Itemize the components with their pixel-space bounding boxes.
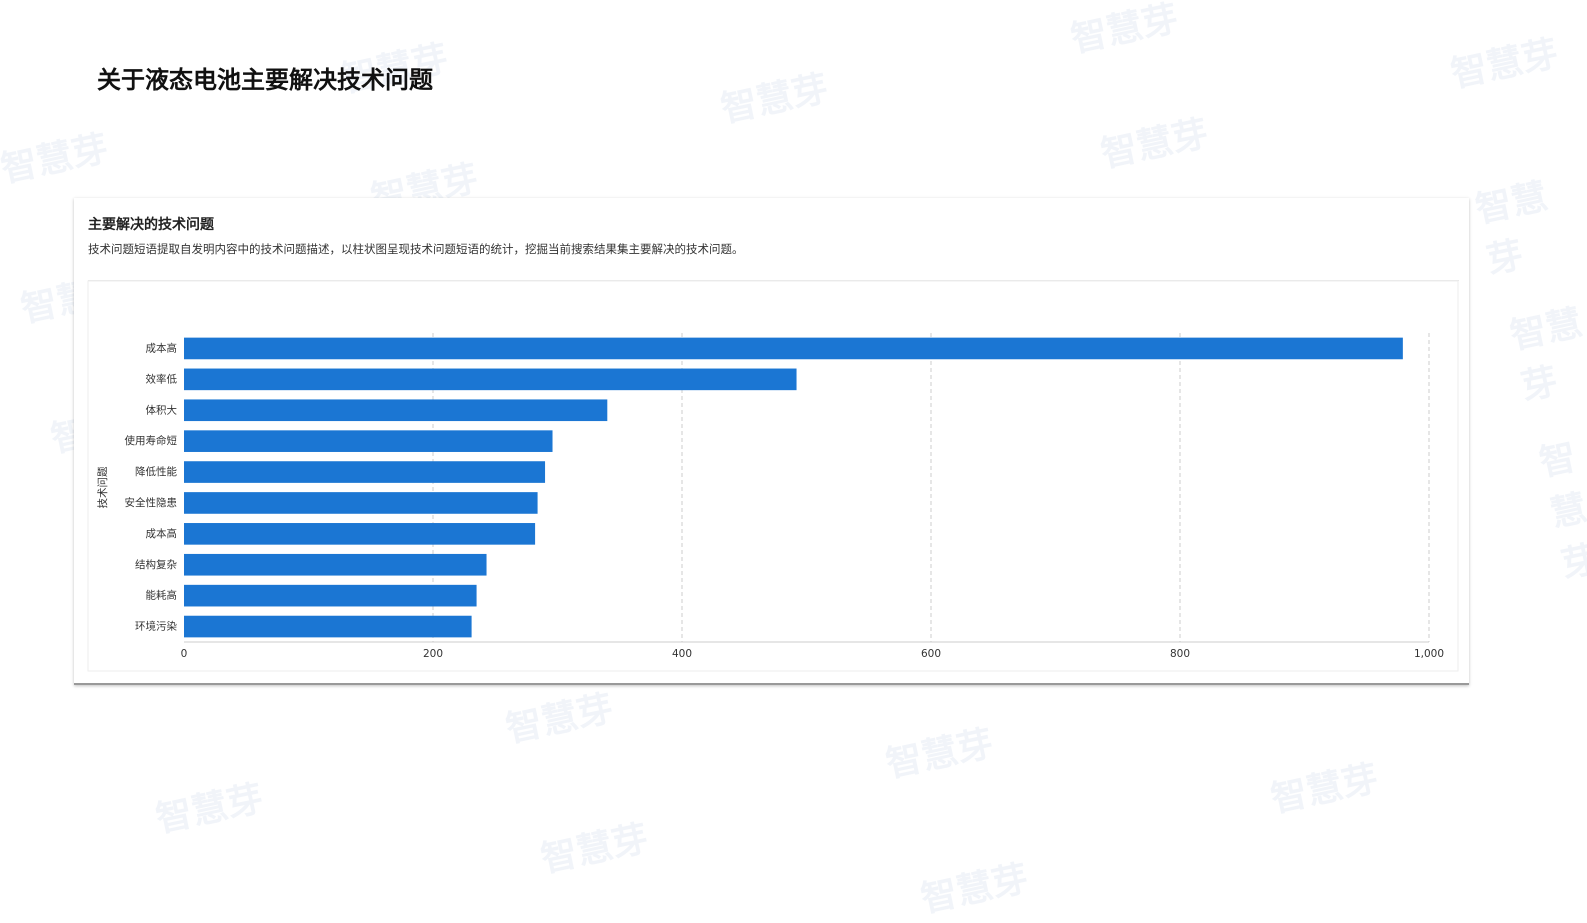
x-tick-label: 0 (181, 648, 188, 660)
watermark: 智慧芽 (0, 128, 112, 191)
watermark: 智慧芽 (1097, 113, 1212, 176)
plot-frame (87, 280, 1459, 672)
watermark: 智慧芽 (1536, 436, 1587, 587)
bar (184, 461, 546, 483)
bar (184, 553, 487, 576)
y-tick-label: 使用寿命短 (125, 434, 178, 447)
bar (184, 492, 538, 514)
y-tick-label: 环境污染 (135, 620, 177, 633)
watermark: 智慧芽 (1472, 176, 1552, 283)
x-tick-label: 800 (1170, 648, 1190, 660)
watermark: 智慧芽 (502, 688, 617, 751)
x-tick-label: 600 (921, 648, 941, 660)
bar (184, 337, 1403, 360)
bar (184, 615, 472, 638)
watermark: 智慧芽 (1267, 758, 1382, 821)
y-tick-label: 降低性能 (135, 465, 177, 478)
card-description: 技术问题短语提取自发明内容中的技术问题描述，以柱状图呈现技术问题短语的统计，挖掘… (88, 242, 744, 256)
bar (184, 430, 553, 452)
bar (184, 584, 477, 607)
watermark: 智慧芽 (882, 723, 997, 786)
chart: 0 200 400 600 800 1,000成本高效率低体积大使用寿命短降低性能安全性隐… (87, 280, 1459, 672)
y-tick-label: 成本高 (146, 341, 178, 354)
x-tick-label: 1,000 (1414, 648, 1444, 660)
chart-card: 主要解决的技术问题 技术问题短语提取自发明内容中的技术问题描述，以柱状图呈现技术… (74, 198, 1469, 685)
y-tick-label: 效率低 (146, 372, 178, 385)
y-tick-label: 安全性隐患 (125, 496, 178, 509)
watermark: 智慧芽 (1506, 302, 1586, 409)
watermark: 智慧芽 (152, 778, 267, 841)
y-axis-label: 技术问题 (96, 466, 109, 508)
y-tick-label: 成本高 (146, 527, 178, 540)
y-tick-label: 结构复杂 (135, 558, 177, 571)
watermark: 智慧芽 (1447, 33, 1562, 96)
card-title: 主要解决的技术问题 (88, 217, 214, 233)
watermark: 智慧芽 (1067, 0, 1182, 61)
bar (184, 523, 536, 545)
y-tick-label: 能耗高 (146, 589, 178, 602)
watermark: 智慧芽 (917, 858, 1032, 921)
x-tick-label: 200 (423, 648, 443, 660)
bar (184, 368, 797, 391)
slide-title: 关于液态电池主要解决技术问题 (97, 66, 433, 94)
watermark: 智慧芽 (717, 68, 832, 131)
bar (184, 399, 608, 422)
y-tick-label: 体积大 (146, 403, 178, 416)
x-tick-label: 400 (672, 648, 692, 660)
watermark: 智慧芽 (537, 818, 652, 881)
